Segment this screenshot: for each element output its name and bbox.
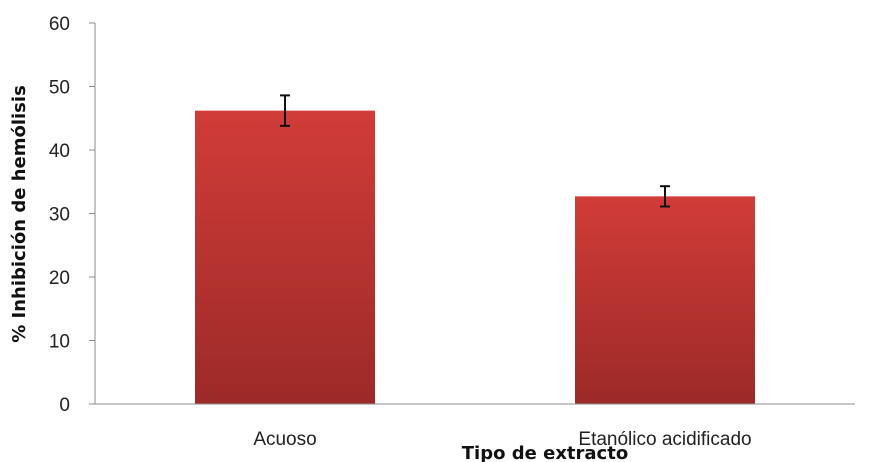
y-tick-label: 40: [49, 141, 70, 162]
x-tick-labels: Acuoso Etanólico acidificado: [253, 429, 751, 450]
y-tick-label: 60: [49, 14, 70, 35]
y-tick-label: 50: [49, 78, 70, 99]
error-bars: [280, 94, 670, 208]
bars: [195, 110, 755, 404]
y-tick-label: 0: [59, 395, 70, 416]
y-axis-title: % Inhibición de hemólisis: [9, 85, 30, 343]
y-tick-label: 30: [49, 205, 70, 226]
y-tick-label: 20: [49, 268, 70, 289]
y-tick-label: 10: [49, 332, 70, 353]
x-tick-label: Etanólico acidificado: [578, 429, 751, 450]
x-axis-title: Tipo de extracto: [462, 443, 628, 462]
x-tick-label: Acuoso: [253, 429, 316, 450]
y-axis: 0 10 20 30 40 50 60: [49, 14, 96, 416]
bar: [195, 110, 375, 404]
bar: [575, 196, 755, 404]
